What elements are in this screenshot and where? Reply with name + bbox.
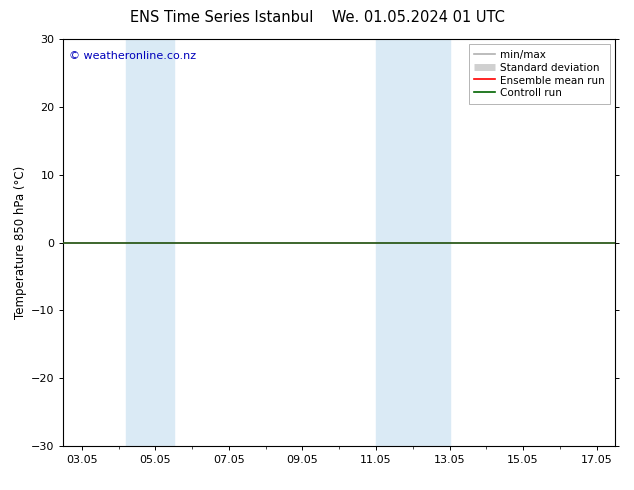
Text: ENS Time Series Istanbul    We. 01.05.2024 01 UTC: ENS Time Series Istanbul We. 01.05.2024 … bbox=[129, 10, 505, 25]
Text: © weatheronline.co.nz: © weatheronline.co.nz bbox=[69, 51, 196, 61]
Bar bbox=[376, 39, 450, 446]
Y-axis label: Temperature 850 hPa (°C): Temperature 850 hPa (°C) bbox=[14, 166, 27, 319]
Bar bbox=[126, 39, 174, 446]
Legend: min/max, Standard deviation, Ensemble mean run, Controll run: min/max, Standard deviation, Ensemble me… bbox=[469, 45, 610, 103]
